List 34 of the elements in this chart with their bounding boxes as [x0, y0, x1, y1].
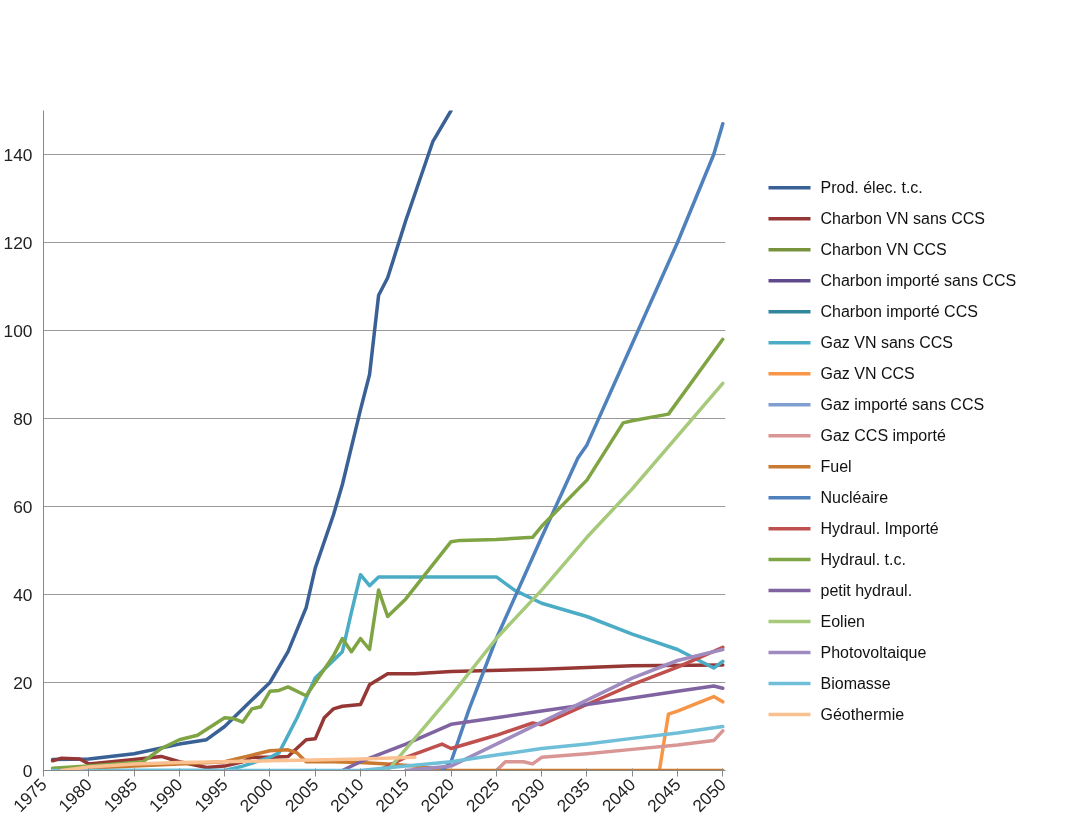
y-tick-label: 20: [13, 672, 33, 693]
line-series: [440, 121, 725, 771]
y-tick-label: 60: [13, 496, 33, 517]
y-tick-label: 0: [22, 760, 33, 781]
line-series: [50, 110, 453, 762]
y-tick-label: 100: [3, 320, 33, 341]
line-series: [50, 337, 725, 771]
legend-label: Nucléaire: [820, 489, 889, 507]
legend-label: Géothermie: [820, 706, 905, 724]
legend-label: petit hydraul.: [820, 582, 913, 600]
legend-label: Gaz VN CCS: [820, 365, 915, 383]
legend-label: Charbon importé sans CCS: [820, 272, 1017, 290]
line-series: [50, 724, 725, 771]
line-series: [340, 684, 725, 771]
legend-label: Fuel: [820, 458, 852, 476]
y-tick-label: 140: [3, 144, 33, 165]
line-series: [59, 755, 417, 771]
legend-label: Gaz importé sans CCS: [820, 396, 985, 414]
legend-label: Photovoltaique: [820, 644, 927, 662]
legend-label: Eolien: [820, 613, 865, 631]
legend-label: Charbon importé CCS: [820, 303, 978, 321]
y-tick-label: 80: [13, 408, 33, 429]
legend-label: Charbon VN sans CCS: [820, 210, 986, 228]
legend-label: Hydraul. Importé: [820, 520, 939, 538]
legend-label: Hydraul. t.c.: [820, 551, 906, 569]
y-tick-label: 120: [3, 232, 33, 253]
legend-label: Biomasse: [820, 675, 891, 693]
legend-label: Gaz VN sans CCS: [820, 334, 953, 352]
legend-label: Charbon VN CCS: [820, 241, 947, 259]
y-tick-label: 40: [13, 584, 33, 605]
line-series: [657, 694, 725, 771]
line-series: [494, 729, 725, 771]
legend-label: Gaz CCS importé: [820, 427, 946, 445]
legend-label: Prod. élec. t.c.: [820, 179, 923, 197]
